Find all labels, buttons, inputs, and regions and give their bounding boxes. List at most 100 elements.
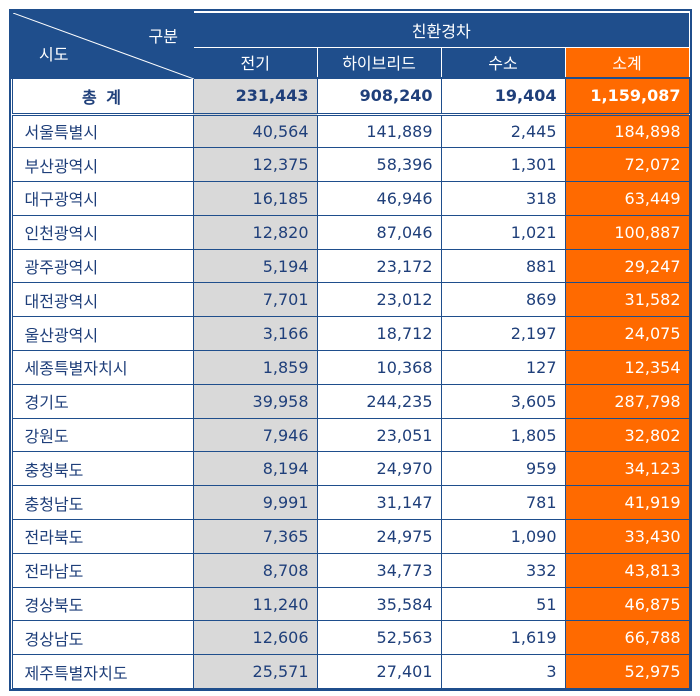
cell-electric: 7,946 <box>192 417 318 453</box>
eco-vehicle-table-container: 구분 시도 친환경차 전기 하이브리드 수소 소계 총 계 231,443 90… <box>9 9 692 692</box>
table-row: 경기도 39,958 244,235 3,605 287,798 <box>11 383 690 419</box>
cell-hybrid: 27,401 <box>316 654 442 690</box>
cell-hybrid: 908,240 <box>316 77 442 116</box>
cell-hydrogen: 959 <box>440 451 566 487</box>
row-label: 서울특별시 <box>11 113 194 149</box>
table-row: 인천광역시 12,820 87,046 1,021 100,887 <box>11 214 690 250</box>
cell-subtotal: 29,247 <box>564 248 690 284</box>
cell-electric: 12,820 <box>192 214 318 250</box>
cell-hydrogen: 51 <box>440 586 566 622</box>
cell-hybrid: 141,889 <box>316 113 442 149</box>
cell-subtotal: 1,159,087 <box>564 77 690 116</box>
cell-electric: 12,375 <box>192 147 318 183</box>
cell-hydrogen: 3,605 <box>440 383 566 419</box>
cell-hydrogen: 1,090 <box>440 519 566 554</box>
table-row: 부산광역시 12,375 58,396 1,301 72,072 <box>11 147 690 183</box>
table-row: 전라북도 7,365 24,975 1,090 33,430 <box>11 519 690 554</box>
row-label: 제주특별자치도 <box>11 654 194 690</box>
cell-electric: 40,564 <box>192 113 318 149</box>
cell-hybrid: 87,046 <box>316 214 442 250</box>
cell-subtotal: 46,875 <box>564 586 690 622</box>
cell-hydrogen: 127 <box>440 350 566 385</box>
cell-electric: 9,991 <box>192 485 318 521</box>
column-header-hydrogen: 수소 <box>440 46 566 79</box>
table-row: 경상남도 12,606 52,563 1,619 66,788 <box>11 620 690 656</box>
cell-subtotal: 24,075 <box>564 316 690 352</box>
cell-hybrid: 23,012 <box>316 282 442 318</box>
cell-electric: 11,240 <box>192 586 318 622</box>
cell-hybrid: 24,970 <box>316 451 442 487</box>
table-row: 대전광역시 7,701 23,012 869 31,582 <box>11 282 690 318</box>
cell-subtotal: 32,802 <box>564 417 690 453</box>
cell-subtotal: 287,798 <box>564 383 690 419</box>
cell-hydrogen: 332 <box>440 552 566 588</box>
cell-hydrogen: 881 <box>440 248 566 284</box>
row-label: 경기도 <box>11 383 194 419</box>
cell-electric: 8,194 <box>192 451 318 487</box>
table-row: 전라남도 8,708 34,773 332 43,813 <box>11 552 690 588</box>
cell-subtotal: 72,072 <box>564 147 690 183</box>
cell-subtotal: 41,919 <box>564 485 690 521</box>
cell-electric: 231,443 <box>192 77 318 116</box>
group-header-eco-vehicle: 친환경차 <box>192 11 690 48</box>
cell-hydrogen: 2,445 <box>440 113 566 149</box>
row-label: 충청남도 <box>11 485 194 521</box>
total-row: 총 계 231,443 908,240 19,404 1,159,087 <box>11 77 690 116</box>
cell-subtotal: 184,898 <box>564 113 690 149</box>
row-label: 대전광역시 <box>11 282 194 318</box>
cell-hydrogen: 781 <box>440 485 566 521</box>
cell-hydrogen: 1,301 <box>440 147 566 183</box>
corner-label-region: 시도 <box>39 45 69 64</box>
cell-hybrid: 23,051 <box>316 417 442 453</box>
cell-electric: 25,571 <box>192 654 318 690</box>
row-label: 광주광역시 <box>11 248 194 284</box>
row-label: 인천광역시 <box>11 214 194 250</box>
cell-hybrid: 35,584 <box>316 586 442 622</box>
eco-vehicle-table: 구분 시도 친환경차 전기 하이브리드 수소 소계 총 계 231,443 90… <box>11 11 690 690</box>
cell-hydrogen: 1,619 <box>440 620 566 656</box>
cell-hybrid: 244,235 <box>316 383 442 419</box>
cell-electric: 1,859 <box>192 350 318 385</box>
cell-electric: 39,958 <box>192 383 318 419</box>
cell-electric: 7,701 <box>192 282 318 318</box>
cell-hybrid: 58,396 <box>316 147 442 183</box>
row-label: 경상남도 <box>11 620 194 656</box>
row-label: 강원도 <box>11 417 194 453</box>
cell-hydrogen: 1,805 <box>440 417 566 453</box>
table-row: 서울특별시 40,564 141,889 2,445 184,898 <box>11 113 690 149</box>
cell-subtotal: 66,788 <box>564 620 690 656</box>
table-row: 울산광역시 3,166 18,712 2,197 24,075 <box>11 316 690 352</box>
diagonal-divider <box>13 13 194 79</box>
cell-hybrid: 46,946 <box>316 181 442 216</box>
cell-subtotal: 52,975 <box>564 654 690 690</box>
cell-hydrogen: 19,404 <box>440 77 566 116</box>
row-label: 전라북도 <box>11 519 194 554</box>
cell-electric: 3,166 <box>192 316 318 352</box>
cell-subtotal: 12,354 <box>564 350 690 385</box>
row-label: 부산광역시 <box>11 147 194 183</box>
row-label: 충청북도 <box>11 451 194 487</box>
table-row: 경상북도 11,240 35,584 51 46,875 <box>11 586 690 622</box>
column-header-hybrid: 하이브리드 <box>316 46 442 79</box>
cell-hybrid: 31,147 <box>316 485 442 521</box>
cell-subtotal: 63,449 <box>564 181 690 216</box>
cell-hydrogen: 2,197 <box>440 316 566 352</box>
cell-electric: 16,185 <box>192 181 318 216</box>
cell-hydrogen: 318 <box>440 181 566 216</box>
cell-subtotal: 43,813 <box>564 552 690 588</box>
column-header-electric: 전기 <box>192 46 318 79</box>
cell-hybrid: 18,712 <box>316 316 442 352</box>
cell-hybrid: 34,773 <box>316 552 442 588</box>
cell-hydrogen: 869 <box>440 282 566 318</box>
cell-electric: 5,194 <box>192 248 318 284</box>
cell-hybrid: 23,172 <box>316 248 442 284</box>
corner-header-cell: 구분 시도 <box>11 11 194 79</box>
row-label: 경상북도 <box>11 586 194 622</box>
corner-label-category: 구분 <box>148 27 178 46</box>
row-label: 총 계 <box>11 77 194 116</box>
row-label: 전라남도 <box>11 552 194 588</box>
cell-subtotal: 100,887 <box>564 214 690 250</box>
table-row: 강원도 7,946 23,051 1,805 32,802 <box>11 417 690 453</box>
cell-hydrogen: 1,021 <box>440 214 566 250</box>
cell-hydrogen: 3 <box>440 654 566 690</box>
